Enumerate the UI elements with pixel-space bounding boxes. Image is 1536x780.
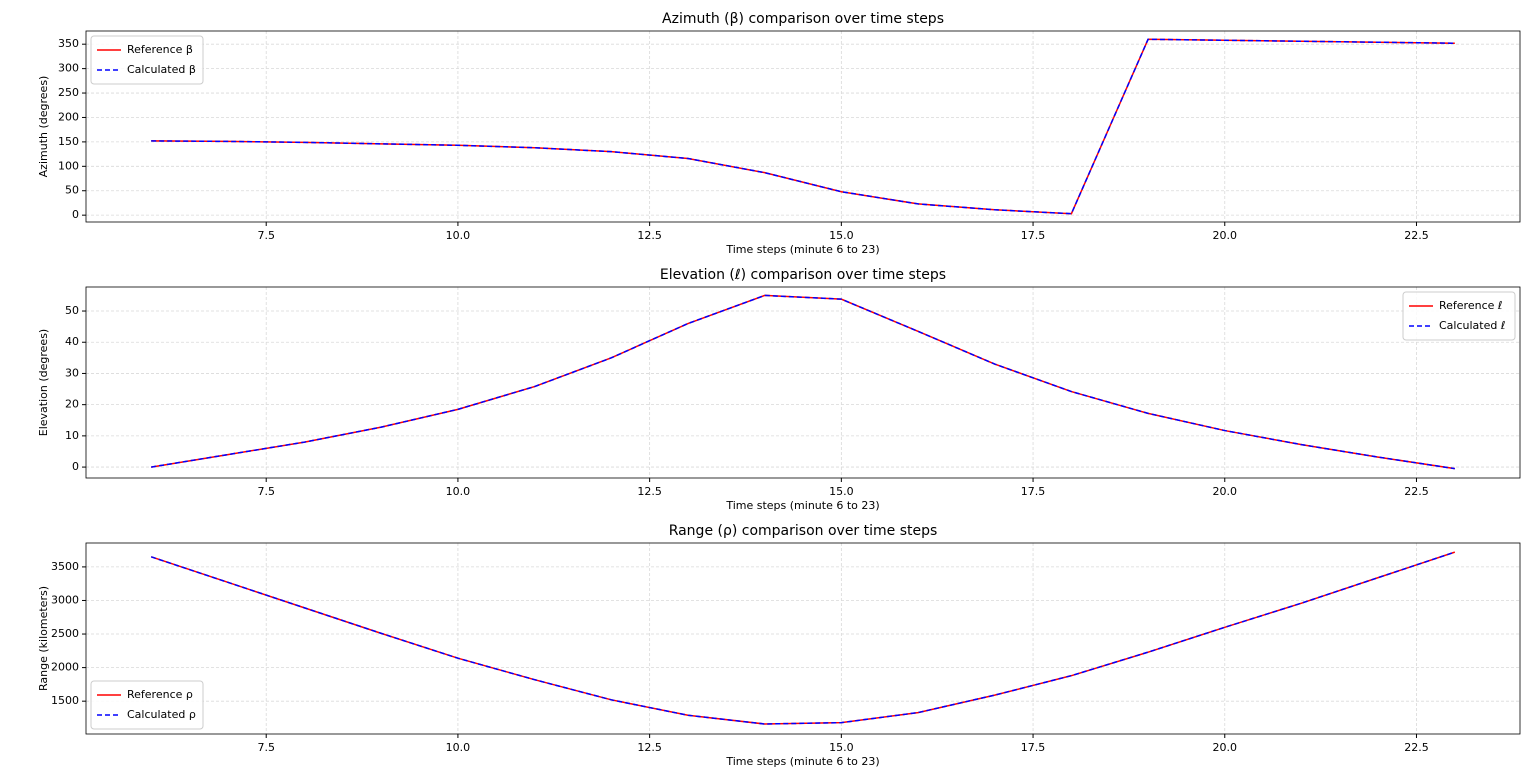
x-tick-label: 10.0 — [446, 741, 471, 754]
x-tick-label: 15.0 — [829, 485, 854, 498]
legend-label: Reference ρ — [127, 688, 193, 701]
x-tick-label: 7.5 — [257, 741, 275, 754]
legend-label: Reference ℓ — [1439, 299, 1502, 312]
legend-box — [90, 35, 204, 85]
y-tick-label: 20 — [65, 398, 79, 411]
y-axis-label: Range (kilometers) — [37, 586, 50, 691]
legend: Reference ℓ Calculated ℓ — [1402, 291, 1516, 341]
y-tick-label: 100 — [58, 159, 79, 172]
subplot: Range (ρ) comparison over time steps Time… — [37, 523, 1521, 768]
x-tick-label: 15.0 — [829, 229, 854, 242]
subplot: Elevation (ℓ) comparison over time steps… — [37, 267, 1521, 512]
x-tick-label: 12.5 — [637, 229, 662, 242]
data-line — [151, 294, 1455, 470]
x-tick-label: 12.5 — [637, 741, 662, 754]
x-tick-label: 22.5 — [1404, 485, 1429, 498]
x-axis-label: Time steps (minute 6 to 23) — [725, 243, 879, 256]
x-tick-label: 20.0 — [1213, 741, 1238, 754]
legend-label: Calculated ℓ — [1439, 319, 1505, 332]
x-tick-label: 22.5 — [1404, 741, 1429, 754]
legend-box — [1402, 291, 1516, 341]
data-line — [150, 551, 1456, 725]
data-line — [150, 551, 1456, 725]
data-line — [151, 38, 1455, 215]
plot-frame — [85, 30, 1521, 223]
x-axis-label: Time steps (minute 6 to 23) — [725, 499, 879, 512]
y-tick-label: 10 — [65, 429, 79, 442]
subplot: Azimuth (β) comparison over time steps Ti… — [37, 11, 1521, 256]
y-tick-label: 2500 — [51, 627, 79, 640]
x-tick-label: 17.5 — [1021, 485, 1046, 498]
legend-label: Calculated β — [127, 63, 196, 76]
x-tick-label: 15.0 — [829, 741, 854, 754]
y-tick-label: 200 — [58, 110, 79, 123]
plot-frame — [85, 542, 1521, 735]
legend: Reference β Calculated β — [90, 35, 204, 85]
y-tick-label: 30 — [65, 366, 79, 379]
y-axis-label: Azimuth (degrees) — [37, 76, 50, 178]
y-tick-label: 150 — [58, 135, 79, 148]
y-axis-label: Elevation (degrees) — [37, 329, 50, 436]
data-line — [151, 294, 1455, 470]
x-tick-label: 17.5 — [1021, 741, 1046, 754]
y-tick-label: 350 — [58, 37, 79, 50]
y-tick-label: 1500 — [51, 694, 79, 707]
y-tick-label: 250 — [58, 86, 79, 99]
y-tick-label: 40 — [65, 335, 79, 348]
x-tick-label: 7.5 — [257, 485, 275, 498]
chart-title: Elevation (ℓ) comparison over time steps — [660, 267, 946, 283]
data-line — [151, 38, 1455, 215]
y-tick-label: 0 — [72, 208, 79, 221]
chart-title: Azimuth (β) comparison over time steps — [662, 11, 944, 27]
y-tick-label: 2000 — [51, 661, 79, 674]
y-tick-label: 300 — [58, 62, 79, 75]
plot-frame — [85, 286, 1521, 479]
x-tick-label: 10.0 — [446, 229, 471, 242]
y-tick-label: 3000 — [51, 593, 79, 606]
chart-title: Range (ρ) comparison over time steps — [669, 523, 938, 539]
x-tick-label: 20.0 — [1213, 485, 1238, 498]
y-tick-label: 3500 — [51, 560, 79, 573]
legend-label: Calculated ρ — [127, 708, 196, 721]
y-tick-label: 50 — [65, 304, 79, 317]
x-tick-label: 17.5 — [1021, 229, 1046, 242]
x-tick-label: 20.0 — [1213, 229, 1238, 242]
y-tick-label: 50 — [65, 184, 79, 197]
x-tick-label: 22.5 — [1404, 229, 1429, 242]
x-tick-label: 7.5 — [257, 229, 275, 242]
y-tick-label: 0 — [72, 460, 79, 473]
x-axis-label: Time steps (minute 6 to 23) — [725, 755, 879, 768]
x-tick-label: 10.0 — [446, 485, 471, 498]
x-tick-label: 12.5 — [637, 485, 662, 498]
legend-box — [90, 680, 204, 730]
legend-label: Reference β — [127, 43, 193, 56]
legend: Reference ρ Calculated ρ — [90, 680, 204, 730]
